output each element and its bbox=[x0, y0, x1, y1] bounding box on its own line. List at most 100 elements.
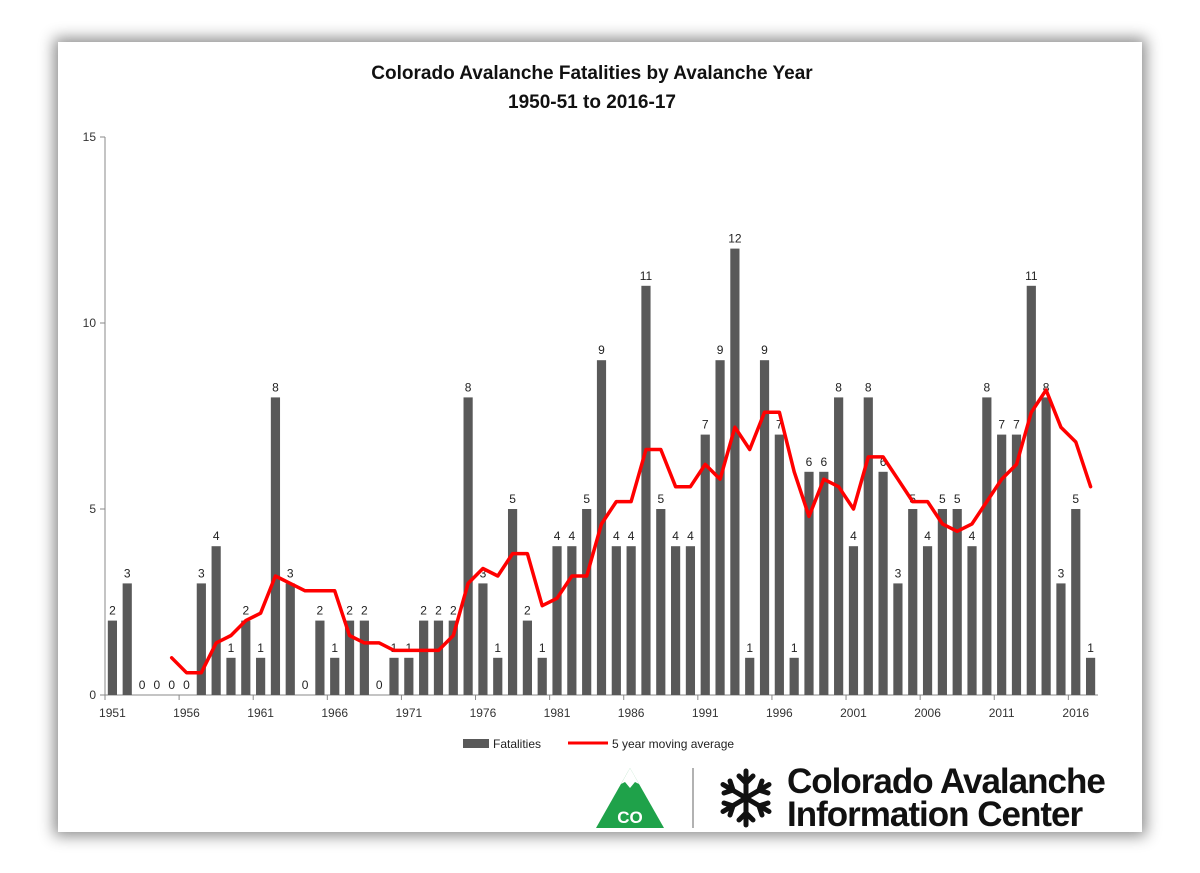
bar-label-1982: 4 bbox=[569, 529, 576, 543]
bar-label-2007: 5 bbox=[939, 492, 946, 506]
bar-label-1986: 4 bbox=[628, 529, 635, 543]
bar-label-1957: 3 bbox=[198, 566, 205, 580]
bar-2005 bbox=[908, 509, 918, 695]
bar-label-1984: 9 bbox=[598, 343, 605, 357]
bar-label-1994: 1 bbox=[746, 641, 753, 655]
bar-label-1972: 2 bbox=[420, 604, 427, 618]
chart-frame: Colorado Avalanche Fatalities by Avalanc… bbox=[58, 42, 1142, 832]
moving-average-line bbox=[169, 388, 1093, 675]
bar-1965 bbox=[315, 620, 325, 695]
bar-1961 bbox=[256, 657, 266, 695]
bar-label-1965: 2 bbox=[317, 604, 324, 618]
bar-label-1955: 0 bbox=[168, 678, 175, 692]
bar-1985 bbox=[611, 546, 621, 695]
bar-1962 bbox=[270, 397, 281, 695]
bar-1970 bbox=[389, 657, 399, 695]
org-name-line-1: Colorado Avalanche bbox=[787, 762, 1105, 801]
bar-label-1953: 0 bbox=[139, 678, 146, 692]
bar-label-1959: 1 bbox=[228, 641, 235, 655]
bar-1988 bbox=[656, 509, 666, 695]
bar-label-1985: 4 bbox=[613, 529, 620, 543]
bar-1951 bbox=[107, 620, 118, 695]
bar-1957 bbox=[196, 583, 206, 695]
bar-1967 bbox=[344, 620, 355, 695]
bar-1990 bbox=[685, 546, 696, 695]
bar-label-1996: 7 bbox=[776, 418, 783, 432]
bar-2008 bbox=[952, 509, 962, 695]
bar-1966 bbox=[330, 657, 340, 695]
x-tick-label: 1951 bbox=[99, 706, 126, 720]
bar-2010 bbox=[982, 397, 992, 695]
legend-bar-label: Fatalities bbox=[493, 737, 541, 751]
bar-1963 bbox=[285, 583, 295, 695]
bar-label-1997: 1 bbox=[791, 641, 798, 655]
bar-label-1979: 2 bbox=[524, 604, 531, 618]
bar-label-1976: 3 bbox=[480, 566, 487, 580]
bar-label-1956: 0 bbox=[183, 678, 190, 692]
bar-label-1989: 4 bbox=[672, 529, 679, 543]
x-tick-label: 1986 bbox=[618, 706, 645, 720]
bar-2002 bbox=[863, 397, 873, 695]
bar-1968 bbox=[359, 620, 369, 695]
bar-label-1969: 0 bbox=[376, 678, 383, 692]
bar-1998 bbox=[804, 471, 814, 695]
bar-label-2006: 4 bbox=[924, 529, 931, 543]
bar-2013 bbox=[1026, 285, 1036, 695]
bar-label-2017: 1 bbox=[1087, 641, 1094, 655]
bar-1979 bbox=[522, 620, 532, 695]
bar-1999 bbox=[819, 471, 829, 695]
bar-label-1962: 8 bbox=[272, 380, 279, 394]
mountain-snowcap-icon bbox=[621, 768, 639, 788]
mountain-badge-icon bbox=[596, 768, 664, 828]
legend: Fatalities 5 year moving average bbox=[463, 737, 734, 751]
x-tick-label: 1966 bbox=[321, 706, 348, 720]
bar-label-2014: 8 bbox=[1043, 380, 1050, 394]
bar-2014 bbox=[1041, 397, 1051, 695]
bar-label-1966: 1 bbox=[331, 641, 338, 655]
bar-label-1952: 3 bbox=[124, 566, 131, 580]
bar-label-1988: 5 bbox=[657, 492, 664, 506]
bar-2011 bbox=[997, 434, 1007, 695]
bar-label-1991: 7 bbox=[702, 418, 709, 432]
bar-label-1975: 8 bbox=[465, 380, 472, 394]
bar-label-1970: 1 bbox=[391, 641, 398, 655]
bar-label-1961: 1 bbox=[257, 641, 264, 655]
x-tick-label: 1961 bbox=[247, 706, 274, 720]
bar-label-2003: 6 bbox=[880, 455, 887, 469]
bar-2003 bbox=[878, 471, 888, 695]
bar-2017 bbox=[1085, 657, 1096, 695]
bar-label-1983: 5 bbox=[583, 492, 590, 506]
bar-label-1980: 1 bbox=[539, 641, 546, 655]
bar-1986 bbox=[626, 546, 636, 695]
bar-1973 bbox=[433, 620, 444, 695]
bar-1977 bbox=[493, 657, 503, 695]
bar-label-1978: 5 bbox=[509, 492, 516, 506]
bar-label-1977: 1 bbox=[494, 641, 501, 655]
bar-label-2004: 3 bbox=[895, 566, 902, 580]
bar-label-1958: 4 bbox=[213, 529, 220, 543]
snowflake-icon bbox=[720, 768, 772, 828]
bar-label-1998: 6 bbox=[806, 455, 813, 469]
bar-1971 bbox=[404, 657, 414, 695]
bar-label-2016: 5 bbox=[1072, 492, 1079, 506]
bar-1978 bbox=[507, 509, 518, 695]
bar-1974 bbox=[448, 620, 458, 695]
y-tick-label: 0 bbox=[89, 688, 96, 702]
bar-label-1992: 9 bbox=[717, 343, 724, 357]
bar-1992 bbox=[715, 360, 725, 695]
x-tick-label: 2016 bbox=[1062, 706, 1089, 720]
bar-1959 bbox=[226, 657, 236, 695]
bar-1996 bbox=[774, 434, 784, 695]
avalanche-chart: Colorado Avalanche Fatalities by Avalanc… bbox=[83, 63, 1107, 832]
x-tick-label: 1991 bbox=[692, 706, 719, 720]
bar-label-2013: 11 bbox=[1025, 269, 1038, 283]
bar-label-2012: 7 bbox=[1013, 418, 1020, 432]
chart-title-line-2: 1950-51 to 2016-17 bbox=[508, 92, 676, 113]
bar-label-2011: 7 bbox=[998, 418, 1005, 432]
bar-label-1973: 2 bbox=[435, 604, 442, 618]
bar-2006 bbox=[922, 546, 933, 695]
bar-2000 bbox=[834, 397, 844, 695]
bar-label-1999: 6 bbox=[820, 455, 827, 469]
x-tick-label: 1981 bbox=[544, 706, 571, 720]
